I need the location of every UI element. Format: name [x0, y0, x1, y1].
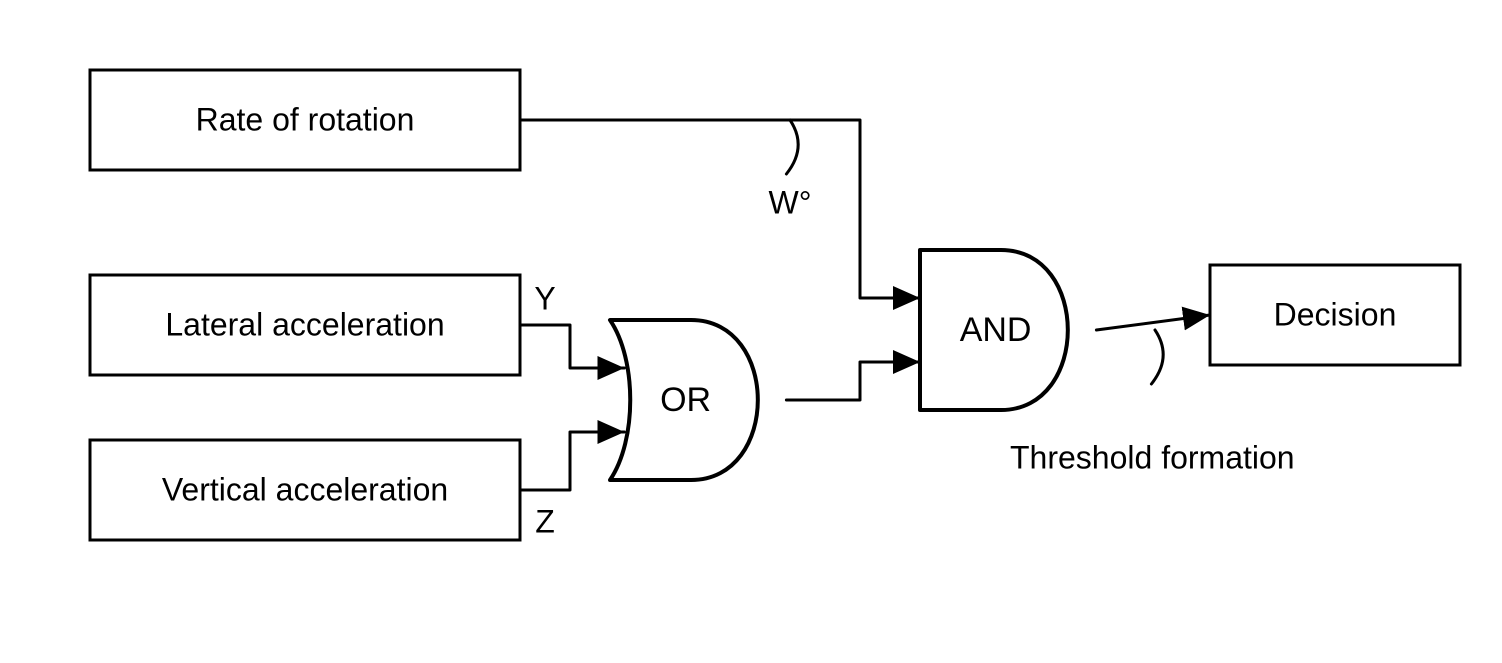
tick-w-degree	[786, 120, 798, 174]
box-vertical-label: Vertical acceleration	[162, 471, 448, 507]
label-w-degree: W°	[769, 184, 812, 220]
wire-rate_to_and	[520, 120, 920, 298]
wire-lateral_to_or-label: Y	[534, 280, 555, 316]
box-rate: Rate of rotation	[90, 70, 520, 170]
box-decision-label: Decision	[1274, 296, 1397, 332]
gate-or-label: OR	[660, 381, 711, 419]
tick-threshold	[1151, 330, 1163, 384]
gate-and: AND	[920, 250, 1068, 410]
gate-and-label: AND	[960, 311, 1032, 349]
box-decision: Decision	[1210, 265, 1460, 365]
gate-or: OR	[610, 320, 758, 480]
box-vertical: Vertical acceleration	[90, 440, 520, 540]
label-threshold: Threshold formation	[1010, 439, 1295, 475]
wire-vertical_to_or-label: Z	[535, 503, 555, 539]
box-lateral-label: Lateral acceleration	[165, 306, 444, 342]
wire-or_to_and	[786, 362, 920, 400]
box-rate-label: Rate of rotation	[196, 101, 415, 137]
wire-lateral_to_or	[520, 325, 624, 368]
wire-and_to_decision	[1096, 315, 1210, 330]
box-lateral: Lateral acceleration	[90, 275, 520, 375]
